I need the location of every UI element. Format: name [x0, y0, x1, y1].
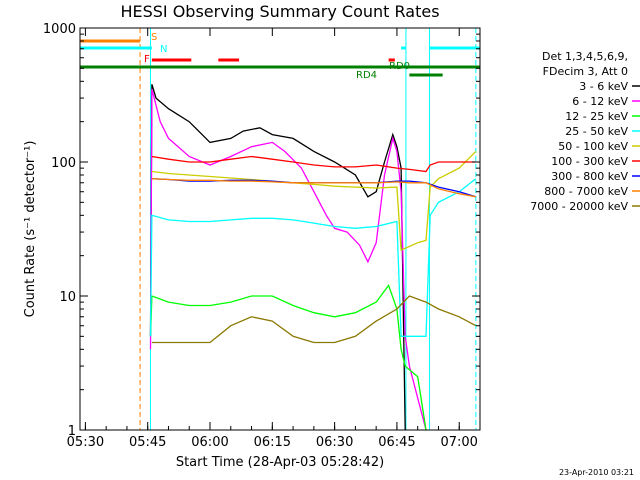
chart-title: HESSI Observing Summary Count Rates [120, 2, 439, 21]
legend-entry-3: 25 - 50 keV [565, 125, 628, 138]
flag-label-f: F [144, 54, 150, 65]
legend-entry-4: 50 - 100 keV [558, 140, 628, 153]
y-tick-label-0: 1 [68, 424, 76, 439]
series-line-6 [151, 178, 476, 198]
series-line-3 [149, 178, 477, 337]
legend-entry-8: 7000 - 20000 keV [530, 200, 628, 213]
x-tick-label-6: 07:00 [440, 435, 477, 450]
legend-header-line-1: Det 1,3,4,5,6,9, [542, 50, 628, 63]
x-tick-label-5: 06:45 [378, 435, 415, 450]
y-tick-label-3: 1000 [43, 22, 76, 37]
legend: Det 1,3,4,5,6,9, FDecim 3, Att 0 3 - 6 k… [530, 50, 640, 213]
legend-entry-5: 100 - 300 keV [551, 155, 628, 168]
series-line-2 [149, 284, 427, 431]
flag-label-rd0: RD0 [389, 61, 410, 72]
series-line-1 [149, 88, 427, 431]
footer-date: 23-Apr-2010 03:21 [559, 468, 634, 477]
x-tick-label-4: 06:30 [316, 435, 353, 450]
x-tick-label-1: 05:45 [129, 435, 166, 450]
x-tick-label-0: 05:30 [67, 435, 104, 450]
flag-label-rd4: RD4 [356, 70, 377, 81]
series-line-4 [151, 150, 477, 252]
axes: 05:30 05:45 06:00 06:15 06:30 06:45 07:00 1 10 10… [43, 22, 481, 450]
x-tick-label-2: 06:00 [191, 435, 228, 450]
series-line-0 [149, 84, 406, 431]
plot-frame [79, 27, 481, 431]
series-line-5 [151, 155, 476, 173]
legend-header-line-2: FDecim 3, Att 0 [543, 65, 628, 78]
flag-label-n: N [160, 44, 167, 55]
x-tick-label-3: 06:15 [254, 435, 291, 450]
y-axis-label: Count Rate (s⁻¹ detector⁻¹) [23, 141, 38, 318]
legend-entry-7: 800 - 7000 keV [544, 185, 628, 198]
legend-entry-0: 3 - 6 keV [579, 80, 628, 93]
legend-entry-1: 6 - 12 keV [572, 95, 628, 108]
flag-label-s: S [151, 32, 157, 43]
series-line-8 [151, 295, 477, 344]
series-line-7 [151, 178, 476, 198]
legend-entry-6: 300 - 800 keV [551, 170, 628, 183]
y-tick-label-2: 100 [51, 156, 76, 171]
y-tick-label-1: 10 [59, 290, 76, 305]
x-axis-label: Start Time (28-Apr-03 05:28:42) [176, 455, 384, 470]
plot-area: SNF RD0 RD4 [80, 28, 480, 431]
legend-entry-2: 12 - 25 keV [565, 110, 628, 123]
